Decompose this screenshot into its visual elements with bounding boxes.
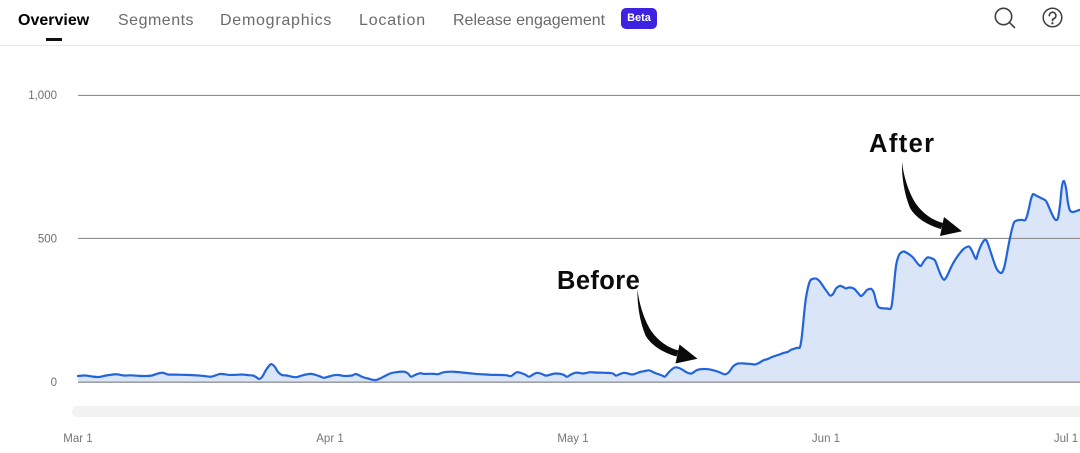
svg-text:Before: Before (557, 267, 640, 295)
svg-text:0: 0 (51, 377, 57, 389)
svg-text:500: 500 (38, 233, 57, 245)
svg-text:1,000: 1,000 (28, 90, 57, 102)
svg-text:After: After (869, 130, 936, 158)
